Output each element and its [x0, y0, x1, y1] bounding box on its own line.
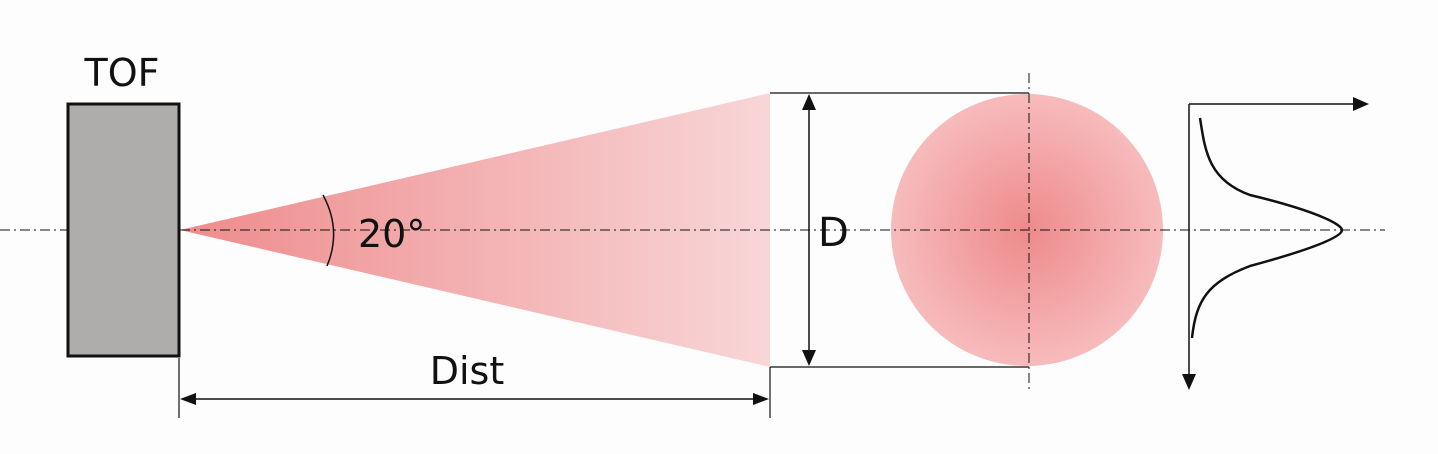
distance-arrow-left-icon	[180, 393, 196, 405]
sensor-label: TOF	[84, 51, 160, 95]
distance-label: Dist	[430, 349, 505, 393]
diameter-arrow-down-icon	[802, 350, 816, 366]
diameter-arrow-up-icon	[802, 94, 816, 110]
diameter-label: D	[818, 210, 849, 256]
tof-sensor-icon	[66, 102, 181, 358]
distance-arrow-right-icon	[753, 393, 769, 405]
angle-label: 20°	[358, 212, 425, 256]
intensity-profile-icon	[1182, 97, 1369, 390]
angle-arc	[322, 194, 335, 267]
